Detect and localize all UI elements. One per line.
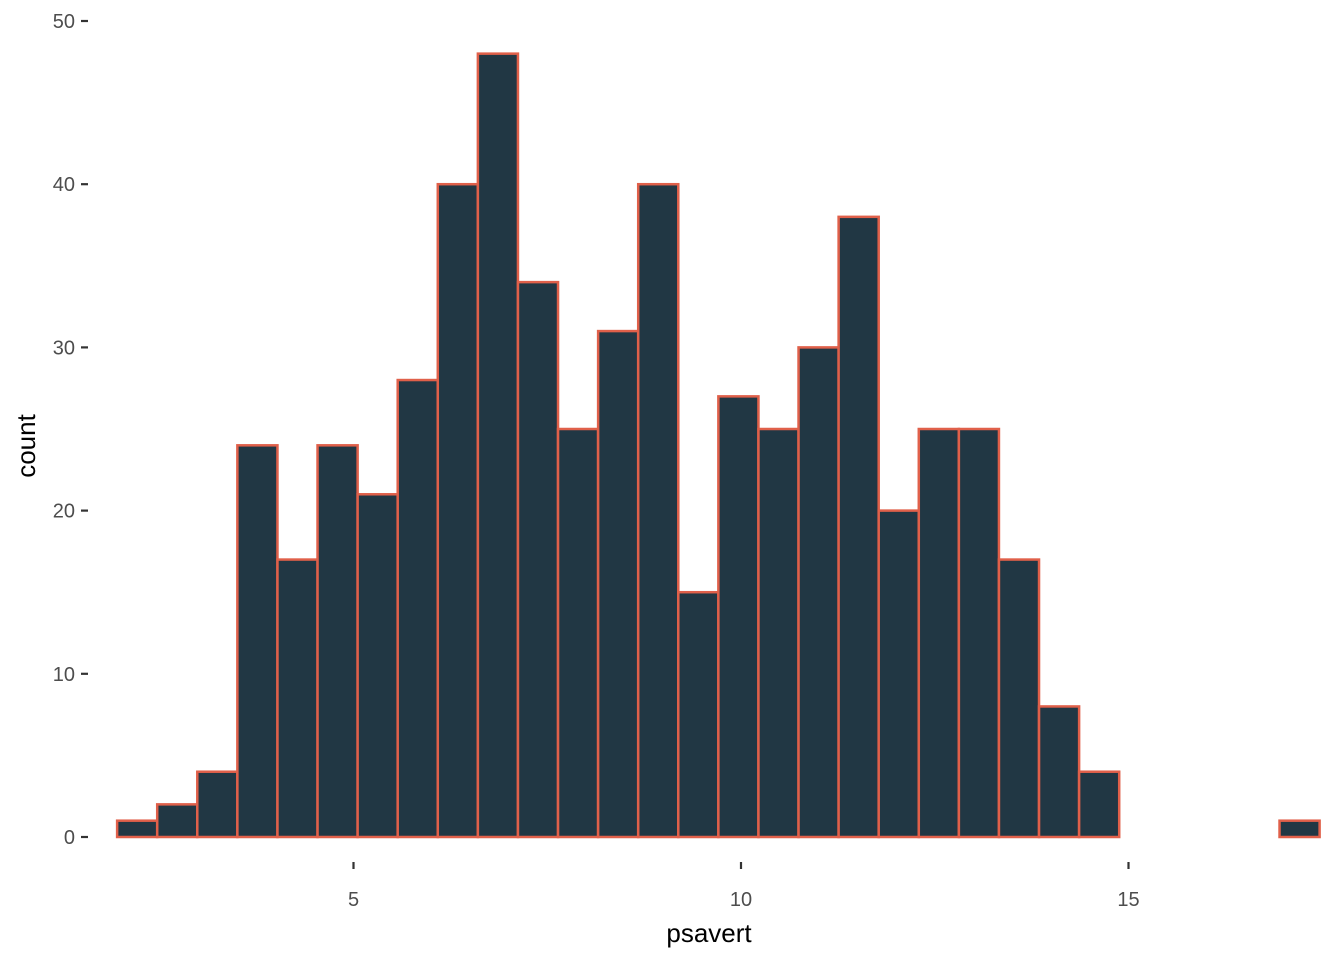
histogram-bar [757,427,800,839]
histogram-bar [476,52,520,839]
y-tick-label: 0 [64,827,75,849]
histogram-bar [516,280,560,839]
histogram-bar [236,444,279,839]
histogram-bar [837,215,880,839]
histogram-bar [396,378,440,839]
y-axis: 0 10 20 30 40 50 [53,11,88,849]
histogram-bar [196,770,239,839]
histogram-bar [1077,770,1121,839]
histogram-bar [917,427,961,839]
histogram-bar [115,819,159,839]
histogram-bar [717,395,760,839]
y-tick-label: 50 [53,11,75,33]
x-axis-title: psavert [666,918,752,948]
histogram-bar [556,427,600,839]
y-tick-label: 10 [53,664,75,686]
y-tick-label: 30 [53,337,75,359]
histogram-bar [1278,819,1321,839]
x-tick-label: 5 [348,889,359,911]
histogram-bar [636,182,680,839]
histogram-bars [115,52,1321,839]
x-tick-label: 10 [730,889,752,911]
histogram-bar [316,444,359,839]
x-tick-label: 15 [1117,889,1139,911]
histogram-bar [957,427,1001,839]
histogram-bar [436,182,480,839]
histogram-bar [356,493,399,839]
histogram-bar [677,590,720,839]
histogram-bar [797,346,840,839]
histogram-bar [276,558,319,839]
histogram-bar [997,558,1041,839]
histogram-bar [155,803,199,839]
histogram-bar [877,509,921,839]
histogram-bar [1037,705,1081,839]
y-tick-label: 20 [53,501,75,523]
y-tick-label: 40 [53,174,75,196]
x-axis: 5 10 15 [348,862,1140,911]
histogram-bar [596,329,640,839]
y-axis-title: count [11,413,41,477]
